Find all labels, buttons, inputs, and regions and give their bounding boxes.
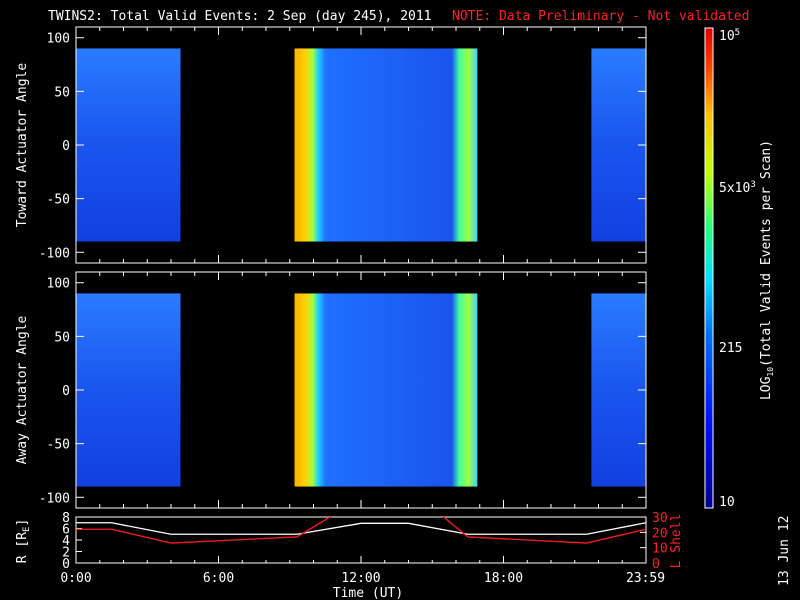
away-data-block-1 [294, 293, 478, 487]
orbit-ytick-right-label: 0 [652, 557, 660, 572]
toward-ylabel: Toward Actuator Angle [15, 63, 30, 228]
toward-ytick-label: -50 [47, 193, 70, 208]
colorbar-tick-5e3: 5x103 [719, 180, 756, 196]
orbit-ytick-left-label: 0 [62, 557, 70, 572]
x-axis-title: Time (UT) [333, 586, 403, 600]
orbit-ytick-left-label: 4 [62, 534, 70, 549]
away-ytick-label: 100 [47, 277, 70, 292]
toward-ytick-label: 50 [54, 85, 70, 100]
x-tick-label: 23:59 [626, 571, 665, 586]
away-ytick-label: 50 [54, 330, 70, 345]
toward-ytick-label: 100 [47, 32, 70, 47]
lshell-line [76, 517, 646, 544]
orbit-ylabel-left: R [RE] [15, 519, 32, 564]
r-distance-line [76, 522, 646, 535]
away-ylabel: Away Actuator Angle [15, 315, 30, 464]
orbit-ytick-left-label: 2 [62, 546, 70, 561]
orbit-ytick-right-label: 30 [652, 511, 668, 526]
colorbar-tick-215: 215 [719, 341, 742, 356]
toward-data-block-0 [76, 48, 181, 242]
colorbar-tick-10: 10 [719, 495, 735, 510]
away-ytick-label: 0 [62, 384, 70, 399]
away-data-block-0 [76, 293, 181, 487]
x-tick-label: 18:00 [484, 571, 523, 586]
toward-data-block-1 [294, 48, 478, 242]
x-tick-label: 6:00 [203, 571, 234, 586]
footer-date: 13 Jun 12 [777, 516, 792, 586]
colorbar-tick-1e5: 105 [719, 28, 740, 44]
orbit-ylabel-right: L Shell [669, 514, 684, 569]
orbit-ytick-left-label: 6 [62, 523, 70, 538]
orbit-ytick-right-label: 20 [652, 526, 668, 541]
x-tick-label: 12:00 [341, 571, 380, 586]
chart-title: TWINS2: Total Valid Events: 2 Sep (day 2… [48, 9, 432, 24]
chart-note: NOTE: Data Preliminary - Not validated [452, 9, 749, 24]
x-tick-label: 0:00 [60, 571, 91, 586]
away-data-block-2 [591, 293, 646, 487]
colorbar-label: LOG10(Total Valid Events per Scan) [759, 140, 775, 400]
toward-ytick-label: -100 [39, 246, 70, 261]
toward-data-block-2 [591, 48, 646, 242]
colorbar [704, 27, 714, 509]
orbit-ytick-right-label: 10 [652, 542, 668, 557]
away-ytick-label: -100 [39, 491, 70, 506]
away-ytick-label: -50 [47, 438, 70, 453]
orbit-ytick-left-label: 8 [62, 511, 70, 526]
toward-ytick-label: 0 [62, 139, 70, 154]
